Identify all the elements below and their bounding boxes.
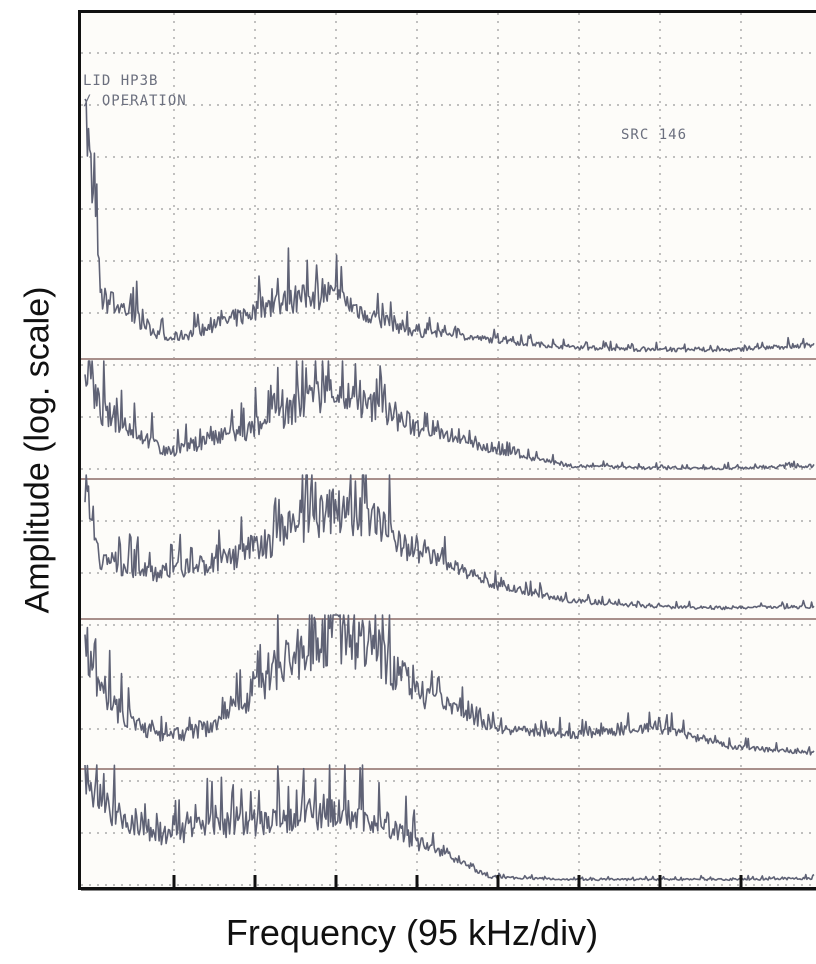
spectrum-trace-5 — [84, 764, 815, 882]
x-axis-label: Frequency (95 kHz/div) — [225, 912, 599, 953]
spectrum-plot: LID HP3B / OPERATION SRC 146 — [81, 13, 816, 893]
annotation-line-1: LID HP3B — [83, 73, 158, 89]
plot-area: LID HP3B / OPERATION SRC 146 — [78, 10, 816, 893]
annotation-line-2: / OPERATION — [83, 93, 187, 109]
spectrum-trace-2 — [84, 360, 815, 471]
spectrum-trace-1 — [84, 98, 815, 353]
annotation-src: SRC 146 — [621, 127, 687, 143]
spectrum-trace-4 — [84, 614, 815, 756]
spectrum-trace-3 — [84, 474, 815, 611]
y-axis-label: Amplitude (log. scale) — [18, 286, 57, 614]
